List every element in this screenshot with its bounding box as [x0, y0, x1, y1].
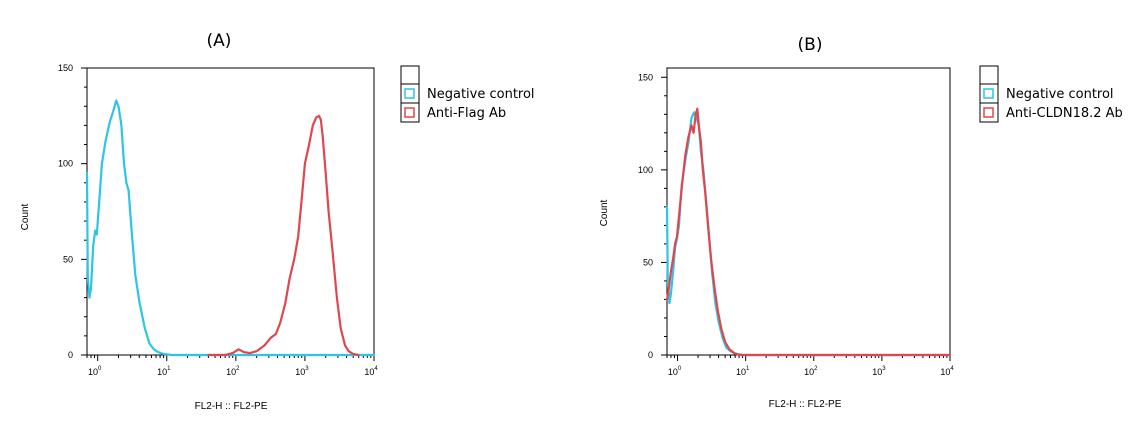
x-tick-label: 102 [226, 366, 240, 377]
legend-header-box [400, 65, 420, 85]
x-tick-label: 100 [668, 366, 682, 377]
y-tick-label: 50 [63, 254, 73, 264]
legend-swatch-frame [400, 83, 420, 104]
legend-swatch [404, 88, 415, 99]
y-axis-label: Count [599, 199, 610, 226]
x-tick-label: 103 [295, 366, 309, 377]
x-tick-label: 103 [872, 366, 886, 377]
x-tick-label: 104 [364, 366, 378, 377]
y-tick-label: 50 [643, 257, 653, 267]
legend: Negative control Anti-CLDN18.2 Ab [979, 65, 1123, 123]
legend-header-box [979, 65, 999, 85]
series-line-antibody [665, 107, 952, 357]
legend-swatch-frame [400, 102, 420, 123]
y-tick-label: 100 [58, 159, 73, 169]
x-tick-label: 101 [736, 366, 750, 377]
y-axis-label: Count [20, 203, 31, 230]
y-tick-label: 150 [58, 63, 73, 73]
plot-frame [666, 67, 951, 356]
y-tick-label: 0 [648, 350, 653, 360]
legend-label: Anti-CLDN18.2 Ab [1006, 106, 1123, 121]
legend-label: Negative control [1006, 87, 1114, 102]
legend-swatch-frame [979, 102, 999, 123]
y-tick-label: 100 [638, 165, 653, 175]
panel-title: (A) [207, 31, 232, 51]
series-line-negative-control [85, 99, 376, 357]
legend-swatch [404, 107, 415, 118]
legend: Negative control Anti-Flag Ab [400, 65, 535, 123]
x-tick-label: 100 [88, 366, 102, 377]
legend-swatch-frame [979, 83, 999, 104]
legend-label: Negative control [427, 87, 535, 102]
x-axis-label: FL2-H :: FL2-PE [195, 401, 268, 412]
x-tick-label: 102 [804, 366, 818, 377]
y-tick-label: 150 [638, 72, 653, 82]
legend-swatch [983, 88, 994, 99]
legend-label: Anti-Flag Ab [427, 106, 506, 121]
x-tick-label: 104 [940, 366, 954, 377]
y-tick-label: 0 [68, 350, 73, 360]
series-line-antibody [207, 114, 360, 357]
legend-swatch [983, 107, 994, 118]
x-axis-label: FL2-H :: FL2-PE [769, 399, 842, 410]
x-tick-label: 101 [157, 366, 171, 377]
panel-title: (B) [798, 35, 823, 55]
